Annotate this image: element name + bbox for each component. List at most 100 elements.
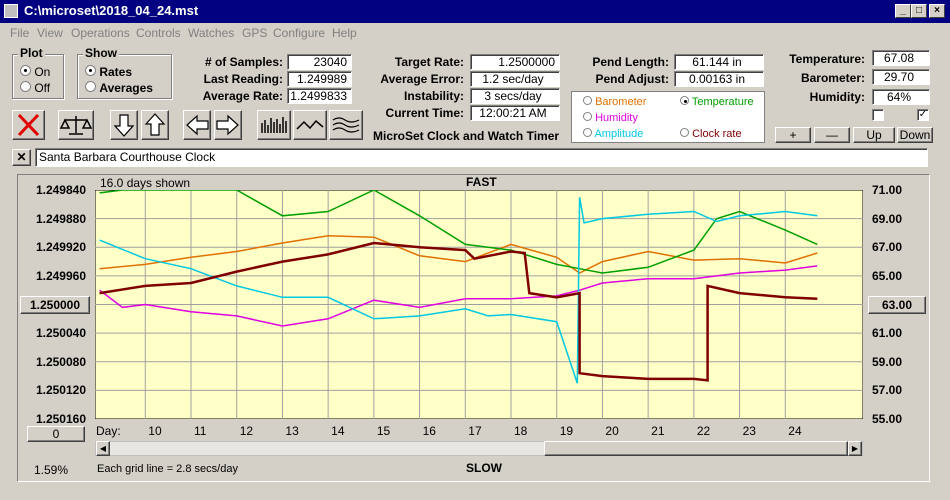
radio-dot[interactable] <box>20 65 31 76</box>
arrow-down-button[interactable] <box>110 110 138 140</box>
temperature-value: 67.08 <box>872 50 930 66</box>
x-tick-label: 21 <box>651 424 665 438</box>
arrow-right-button[interactable] <box>214 110 242 140</box>
window-title: C:\microset\2018_04_24.mst <box>24 3 199 18</box>
series-line-temperature <box>99 190 818 274</box>
y-right-tick-label: 65.00 <box>872 268 903 283</box>
series-temperature-radio[interactable]: Temperature <box>680 96 754 108</box>
grid-note: Each grid line = 2.8 secs/day <box>97 463 238 475</box>
bar-view-button[interactable] <box>257 110 291 140</box>
multi-line-view-button[interactable] <box>329 110 363 140</box>
arrow-left-button[interactable] <box>183 110 211 140</box>
menu-gps[interactable]: GPS <box>242 26 268 40</box>
horizontal-scrollbar[interactable]: ◀ ▶ <box>95 441 863 456</box>
y-left-tick-label: 1.250080 <box>35 354 86 369</box>
current-time-label: Current Time: <box>385 106 464 120</box>
pend-length-label: Pend Length: <box>592 55 669 69</box>
right-axis-reference-button[interactable]: 63.00 <box>868 296 926 314</box>
series-humidity-label: Humidity <box>595 112 638 124</box>
days-shown-label: 16.0 days shown <box>100 176 191 190</box>
series-clock-rate-label: Clock rate <box>692 128 742 140</box>
radio-dot[interactable] <box>583 112 592 121</box>
y-left-tick-label: 1.249880 <box>35 211 86 226</box>
x-tick-label: 19 <box>559 424 574 438</box>
menu-controls[interactable]: Controls <box>136 26 181 40</box>
barometer-label: Barometer: <box>800 71 865 85</box>
series-amplitude-radio[interactable]: Amplitude <box>583 128 643 140</box>
clock-name-field[interactable]: Santa Barbara Courthouse Clock <box>35 148 928 167</box>
show-rates-radio[interactable]: Rates <box>85 65 132 79</box>
pend-adjust-label: Pend Adjust: <box>595 72 669 86</box>
scroll-left-button[interactable]: ◀ <box>96 441 110 456</box>
x-tick-label: 24 <box>788 424 802 438</box>
humidity-label: Humidity: <box>809 90 865 104</box>
zero-button[interactable]: 0 <box>27 426 85 442</box>
x-tick-label: 10 <box>148 424 162 438</box>
samples-value: 23040 <box>287 54 352 70</box>
last-reading-label: Last Reading: <box>203 72 283 86</box>
radio-dot[interactable] <box>85 81 96 92</box>
radio-dot[interactable] <box>85 65 96 76</box>
menu-view[interactable]: View <box>37 26 63 40</box>
radio-dot[interactable] <box>583 128 592 137</box>
radio-dot[interactable] <box>680 96 689 105</box>
current-time-value: 12:00:21 AM <box>470 105 560 121</box>
balance-button[interactable] <box>58 110 94 140</box>
checkbox-left[interactable] <box>872 109 884 121</box>
scroll-right-button[interactable]: ▶ <box>848 441 862 456</box>
y-left-tick-label: 1.250120 <box>35 383 86 398</box>
multi-wave-icon <box>332 117 360 133</box>
series-line-barometer <box>99 235 818 274</box>
minimize-button[interactable]: _ <box>895 4 911 18</box>
pend-length-value: 61.144 in <box>674 54 764 70</box>
average-rate-label: Average Rate: <box>202 89 283 103</box>
y-left-tick-label: 1.249960 <box>35 268 86 283</box>
day-label: Day: <box>96 424 121 438</box>
plot-on-radio[interactable]: On <box>20 65 50 79</box>
show-rates-label: Rates <box>99 65 133 79</box>
x-tick-label: 17 <box>468 424 482 438</box>
minus-button[interactable]: — <box>814 127 850 143</box>
x-tick-label: 15 <box>376 424 391 438</box>
series-clock-rate-radio[interactable]: Clock rate <box>680 128 742 140</box>
clear-name-button[interactable]: ✕ <box>12 149 31 166</box>
menu-help[interactable]: Help <box>332 26 357 40</box>
x-tick-label: 13 <box>285 424 299 438</box>
scrollbar-thumb[interactable] <box>544 441 848 456</box>
radio-dot[interactable] <box>20 81 31 92</box>
target-rate-value: 1.2500000 <box>470 54 560 70</box>
close-window-button[interactable]: × <box>929 4 945 18</box>
x-tick-label: 16 <box>422 424 436 438</box>
up-button[interactable]: Up <box>853 127 895 143</box>
menu-watches[interactable]: Watches <box>188 26 235 40</box>
y-right-tick-label: 57.00 <box>872 383 903 398</box>
series-barometer-radio[interactable]: Barometer <box>583 96 646 108</box>
plot-off-label: Off <box>34 81 51 95</box>
maximize-button[interactable]: □ <box>911 4 927 18</box>
pend-adjust-value: 0.00163 in <box>674 71 764 87</box>
series-temperature-label: Temperature <box>691 96 754 108</box>
show-averages-radio[interactable]: Averages <box>85 81 153 95</box>
show-group <box>77 54 172 99</box>
stop-button[interactable] <box>12 110 45 140</box>
instability-label: Instability: <box>403 89 464 103</box>
down-button[interactable]: Down <box>897 127 933 143</box>
series-humidity-radio[interactable]: Humidity <box>583 112 638 124</box>
arrow-up-button[interactable] <box>141 110 169 140</box>
line-view-button[interactable] <box>293 110 327 140</box>
title-bar: C:\microset\2018_04_24.mst _ □ × <box>0 0 950 23</box>
checkbox-right[interactable]: ✓ <box>917 109 929 121</box>
radio-dot[interactable] <box>583 96 592 105</box>
plus-button[interactable]: + <box>775 127 811 143</box>
menu-operations[interactable]: Operations <box>71 26 130 40</box>
menu-file[interactable]: File <box>10 26 30 40</box>
series-line-clock-rate <box>99 241 818 382</box>
plot-group-label: Plot <box>18 46 45 60</box>
app-label: MicroSet Clock and Watch Timer <box>373 129 560 143</box>
radio-dot[interactable] <box>680 128 689 137</box>
average-rate-value: 1.2499833 <box>287 88 352 104</box>
menu-configure[interactable]: Configure <box>273 26 326 40</box>
left-axis-reference-button[interactable]: 1.250000 <box>20 296 90 314</box>
plot-on-label: On <box>34 65 51 79</box>
plot-off-radio[interactable]: Off <box>20 81 50 95</box>
